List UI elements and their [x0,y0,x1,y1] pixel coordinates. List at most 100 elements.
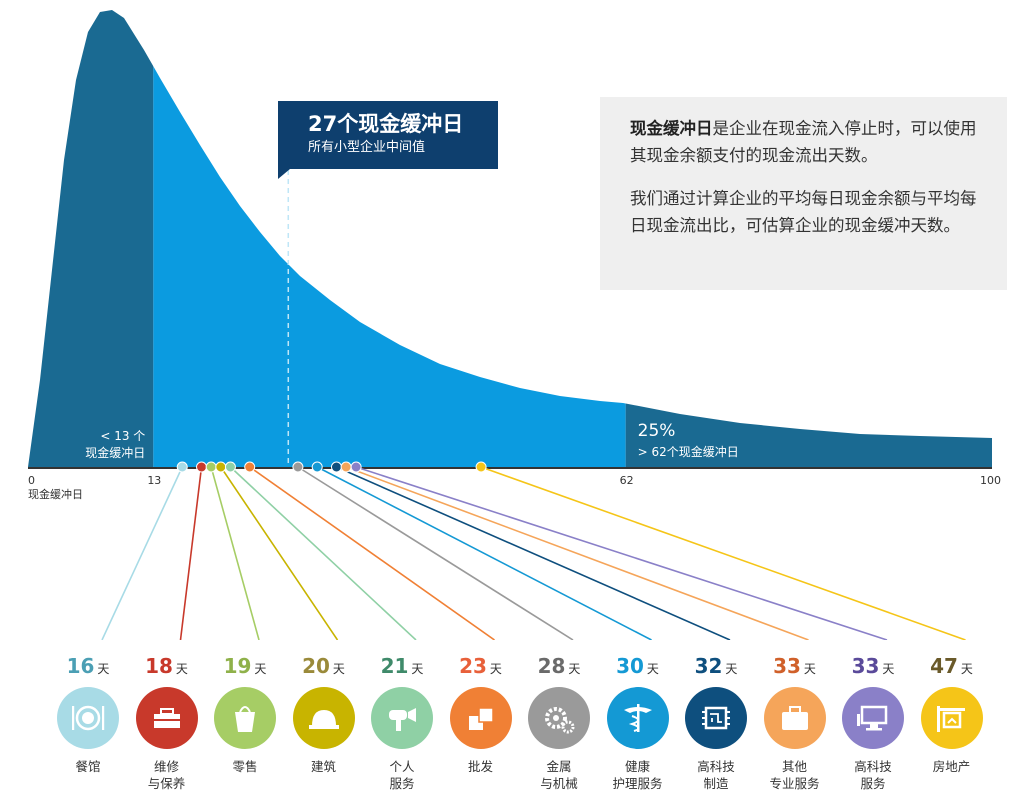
industry-name: 金属 与机械 [540,759,578,791]
industry-name: 健康 护理服务 [612,759,663,791]
hairdryer-icon [371,687,433,749]
industry-marker [244,461,256,473]
distribution-region [153,66,626,468]
industry-marker [176,461,188,473]
industry-connector [355,466,888,640]
industry-days-unit: 天 [489,662,502,676]
industry-item: 20 天建筑 [282,654,366,775]
industry-connector [316,466,652,640]
definition-text: 是企业在现金流入停止时，可以使用其现金余额支付的现金流出天数。 [630,119,977,165]
computer-icon [842,687,904,749]
industry-days-unit: 天 [568,662,581,676]
industry-days-value: 28 [537,654,566,678]
distribution-region [625,403,992,467]
high-buffer-label: > 62个现金缓冲日 [638,444,739,459]
industry-days: 28 天 [517,654,601,681]
industry-days-value: 23 [459,654,487,678]
industry-connector [210,466,260,640]
toolbox-icon [135,687,198,749]
industry-days-value: 33 [773,654,801,678]
hard-hat-icon [292,687,355,749]
industry-days-value: 19 [223,654,252,678]
industry-item: 32 天高科技 制造 [674,654,758,792]
industry-days: 30 天 [596,654,680,681]
x-tick-label: 13 [147,474,161,487]
industry-item: 16 天餐馆 [46,654,130,775]
industry-item: 33 天其他 专业服务 [753,654,837,792]
industry-connector [249,466,495,640]
industry-days-unit: 天 [254,662,267,676]
x-tick-label: 0 [28,474,35,487]
industry-days: 16 天 [46,654,130,681]
industry-days: 18 天 [125,654,209,681]
industry-item: 33 天高科技 服务 [831,654,915,792]
high-buffer-percent: 25% [638,421,676,441]
industry-connector [179,466,203,640]
definition-term: 现金缓冲日 [630,119,713,138]
industry-days: 20 天 [282,654,366,681]
industry-name: 高科技 制造 [697,759,735,791]
industry-days-unit: 天 [646,662,659,676]
gears-icon [528,687,590,749]
x-tick-label: 62 [620,474,634,487]
industry-connector [336,466,731,640]
median-subtitle: 所有小型企业中间值 [308,140,426,155]
industry-connector [345,466,809,640]
boxes-icon [449,687,512,749]
median-title: 27个现金缓冲日 [308,112,464,136]
industry-item: 18 天维修 与保养 [125,654,209,792]
low-buffer-label: < 13 个 [100,429,145,443]
industry-days-value: 20 [302,654,330,678]
circuit-chip-icon [685,687,747,749]
shopping-bag-icon [214,687,276,749]
industry-name: 维修 与保养 [147,759,186,791]
industry-days-value: 47 [930,654,958,678]
industry-item: 23 天批发 [439,654,523,775]
industry-days-unit: 天 [97,662,110,676]
industry-marker [330,461,342,473]
house-sign-icon [920,687,983,749]
industry-name: 建筑 [310,759,336,774]
industry-marker [224,461,236,473]
industry-connector [101,466,183,640]
industry-days-value: 30 [616,654,644,678]
industry-marker [215,461,227,473]
industry-name: 餐馆 [75,759,101,774]
industry-marker [340,461,352,473]
definition-paragraph: 现金缓冲日是企业在现金流入停止时，可以使用其现金余额支付的现金流出天数。 [630,115,987,169]
industry-days-unit: 天 [882,662,895,676]
industry-connector [480,466,966,640]
industry-marker [350,461,362,473]
industry-marker [475,461,487,473]
industry-name: 批发 [467,759,493,774]
median-callout-tail [278,169,290,179]
industry-name: 高科技 服务 [854,759,892,791]
industry-days: 32 天 [674,654,758,681]
industry-days-value: 21 [380,654,409,678]
definition-box: 现金缓冲日是企业在现金流入停止时，可以使用其现金余额支付的现金流出天数。 我们通… [600,97,1007,290]
distribution-region [28,10,154,467]
median-callout: 27个现金缓冲日 所有小型企业中间值 [278,101,498,169]
industry-item: 28 天金属 与机械 [517,654,601,792]
industry-item: 47 天房地产 [910,654,994,775]
industry-days-value: 33 [851,654,880,678]
industry-item: 19 天零售 [203,654,287,775]
industry-days: 21 天 [360,654,444,681]
industry-marker [205,461,217,473]
industry-days-unit: 天 [725,662,738,676]
plate-utensils-icon [57,687,119,749]
industry-connector [229,466,417,640]
industry-days-unit: 天 [175,662,188,676]
industry-connector [220,466,339,640]
industry-name: 零售 [232,759,258,774]
industry-connector [297,466,574,640]
industry-marker [311,461,323,473]
method-paragraph: 我们通过计算企业的平均每日现金余额与平均每日现金流出比，可估算企业的现金缓冲天数… [630,189,977,235]
industry-days: 19 天 [203,654,287,681]
industry-name: 个人 服务 [389,759,415,791]
industry-item: 21 天个人 服务 [360,654,444,792]
industry-days-value: 16 [66,654,95,678]
industry-days: 33 天 [831,654,915,681]
x-tick-label: 100 [980,474,1001,487]
